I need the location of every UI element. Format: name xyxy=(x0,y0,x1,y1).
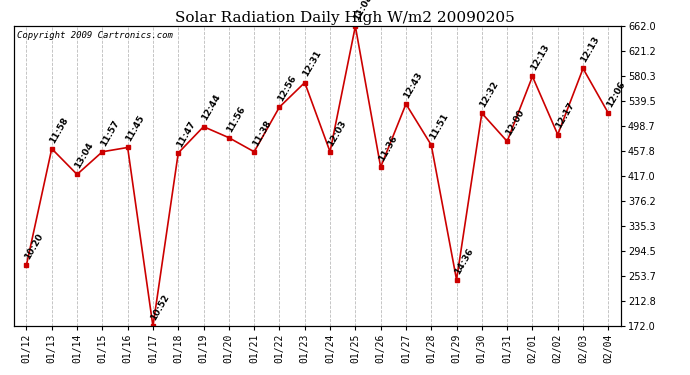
Text: 12:00: 12:00 xyxy=(504,108,526,137)
Text: 11:47: 11:47 xyxy=(175,119,197,149)
Text: 12:06: 12:06 xyxy=(604,80,627,109)
Text: 11:36: 11:36 xyxy=(377,134,399,163)
Text: Copyright 2009 Cartronics.com: Copyright 2009 Cartronics.com xyxy=(17,31,172,40)
Text: 11:45: 11:45 xyxy=(124,114,146,143)
Text: 12:56: 12:56 xyxy=(276,74,298,103)
Text: 12:13: 12:13 xyxy=(529,43,551,72)
Text: 12:43: 12:43 xyxy=(402,70,424,100)
Text: 13:04: 13:04 xyxy=(73,141,95,170)
Text: 11:51: 11:51 xyxy=(428,112,450,141)
Text: 12:31: 12:31 xyxy=(301,49,323,78)
Text: 12:03: 12:03 xyxy=(326,118,348,148)
Text: 11:38: 11:38 xyxy=(250,118,273,148)
Text: 11:08: 11:08 xyxy=(352,0,374,22)
Text: 12:44: 12:44 xyxy=(200,93,222,123)
Text: 10:20: 10:20 xyxy=(23,232,45,261)
Text: 14:36: 14:36 xyxy=(453,246,475,276)
Text: 12:13: 12:13 xyxy=(580,35,602,64)
Text: 11:56: 11:56 xyxy=(225,104,247,134)
Text: Solar Radiation Daily High W/m2 20090205: Solar Radiation Daily High W/m2 20090205 xyxy=(175,11,515,25)
Text: 10:52: 10:52 xyxy=(149,293,171,322)
Text: 11:57: 11:57 xyxy=(99,118,121,148)
Text: 12:32: 12:32 xyxy=(478,80,500,109)
Text: 11:58: 11:58 xyxy=(48,115,70,144)
Text: 12:17: 12:17 xyxy=(554,101,576,130)
